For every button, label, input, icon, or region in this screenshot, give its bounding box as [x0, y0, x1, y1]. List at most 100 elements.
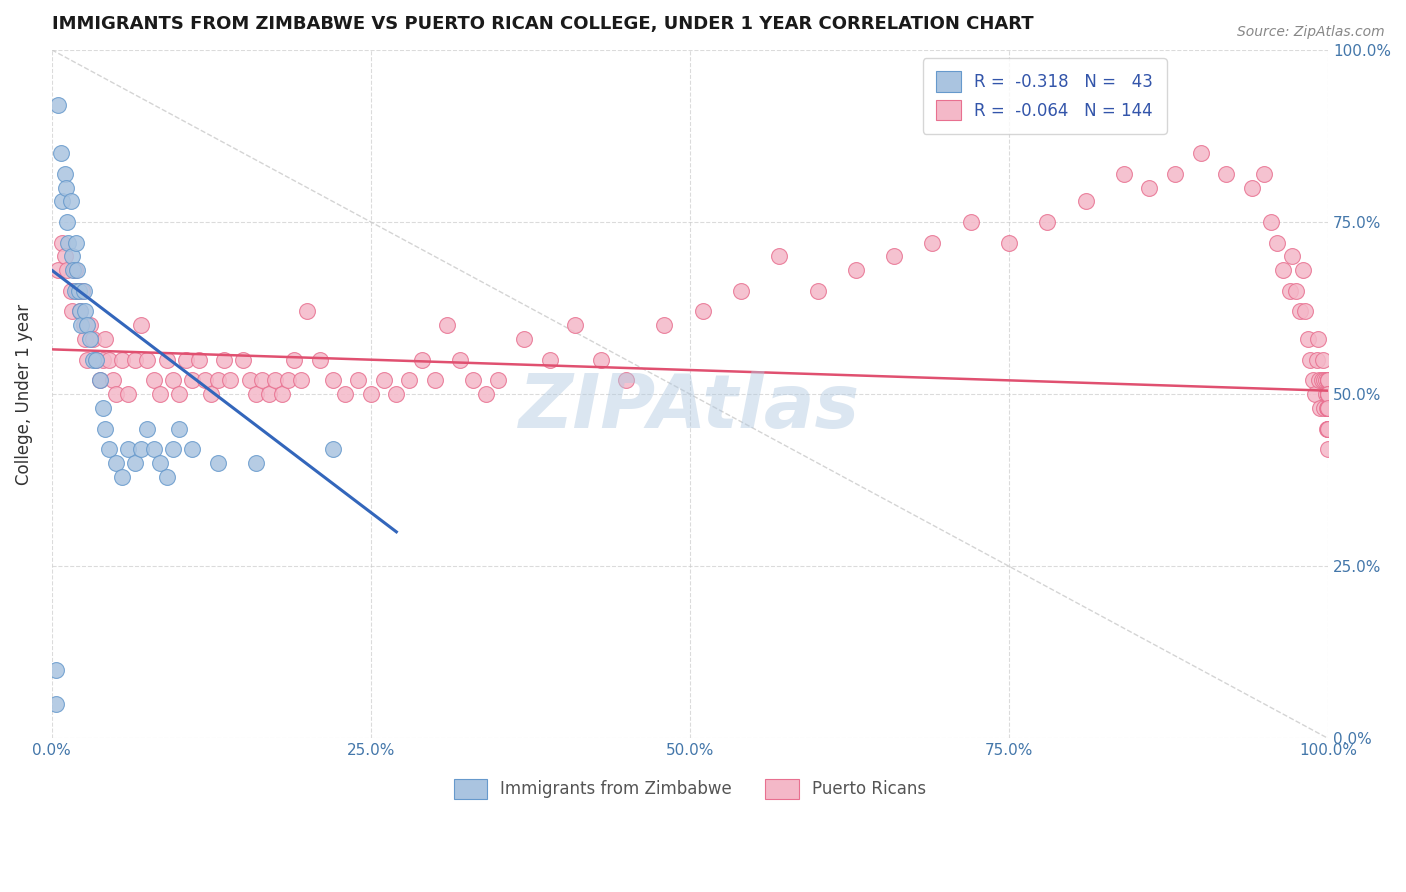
Point — [1317, 401, 1340, 415]
Point — [94, 421, 117, 435]
Point — [1291, 263, 1313, 277]
Point — [49, 146, 72, 161]
Point — [169, 387, 191, 401]
Point — [1308, 373, 1330, 387]
Point — [60, 249, 83, 263]
Point — [1281, 249, 1303, 263]
Point — [1240, 180, 1263, 194]
Point — [136, 352, 159, 367]
Point — [1317, 387, 1340, 401]
Point — [129, 442, 152, 457]
Point — [436, 318, 458, 333]
Point — [1285, 284, 1308, 298]
Point — [538, 352, 561, 367]
Text: Source: ZipAtlas.com: Source: ZipAtlas.com — [1237, 25, 1385, 39]
Point — [564, 318, 586, 333]
Point — [1317, 373, 1340, 387]
Point — [1317, 401, 1340, 415]
Point — [1260, 215, 1282, 229]
Point — [488, 373, 510, 387]
Point — [1316, 421, 1339, 435]
Point — [1265, 235, 1288, 250]
Point — [283, 352, 305, 367]
Point — [768, 249, 790, 263]
Point — [264, 373, 287, 387]
Point — [1302, 373, 1324, 387]
Point — [1315, 387, 1337, 401]
Point — [1074, 194, 1097, 209]
Point — [162, 442, 184, 457]
Point — [89, 373, 111, 387]
Point — [1317, 442, 1340, 457]
Point — [474, 387, 496, 401]
Point — [181, 442, 204, 457]
Point — [1305, 387, 1327, 401]
Point — [169, 421, 191, 435]
Point — [73, 318, 96, 333]
Point — [270, 387, 292, 401]
Point — [1317, 401, 1340, 415]
Point — [398, 373, 420, 387]
Point — [79, 332, 101, 346]
Point — [111, 352, 134, 367]
Point — [1317, 387, 1340, 401]
Point — [181, 373, 204, 387]
Point — [66, 284, 89, 298]
Point — [513, 332, 536, 346]
Point — [56, 215, 79, 229]
Point — [322, 442, 344, 457]
Point — [461, 373, 484, 387]
Point — [91, 352, 114, 367]
Point — [73, 284, 96, 298]
Point — [1139, 180, 1161, 194]
Point — [1272, 263, 1295, 277]
Point — [51, 194, 73, 209]
Point — [360, 387, 382, 401]
Point — [82, 332, 104, 346]
Point — [1316, 401, 1339, 415]
Point — [156, 352, 179, 367]
Point — [1315, 373, 1337, 387]
Point — [104, 456, 127, 470]
Point — [806, 284, 828, 298]
Point — [91, 401, 114, 415]
Point — [56, 263, 79, 277]
Point — [76, 318, 98, 333]
Point — [257, 387, 280, 401]
Point — [94, 332, 117, 346]
Point — [149, 456, 172, 470]
Point — [45, 697, 67, 711]
Point — [1313, 401, 1336, 415]
Point — [58, 235, 80, 250]
Point — [245, 456, 267, 470]
Point — [1306, 332, 1329, 346]
Point — [53, 167, 76, 181]
Point — [1309, 401, 1331, 415]
Point — [730, 284, 752, 298]
Point — [245, 387, 267, 401]
Text: ZIPAtlas: ZIPAtlas — [519, 371, 860, 444]
Point — [101, 373, 124, 387]
Point — [70, 318, 93, 333]
Point — [1294, 304, 1316, 318]
Point — [998, 235, 1021, 250]
Point — [411, 352, 433, 367]
Point — [69, 304, 91, 318]
Point — [335, 387, 357, 401]
Text: IMMIGRANTS FROM ZIMBABWE VS PUERTO RICAN COLLEGE, UNDER 1 YEAR CORRELATION CHART: IMMIGRANTS FROM ZIMBABWE VS PUERTO RICAN… — [52, 15, 1033, 33]
Point — [86, 352, 108, 367]
Point — [1164, 167, 1187, 181]
Point — [1296, 332, 1319, 346]
Point — [59, 194, 82, 209]
Point — [883, 249, 905, 263]
Point — [959, 215, 981, 229]
Point — [1317, 401, 1340, 415]
Point — [1317, 421, 1340, 435]
Point — [136, 421, 159, 435]
Point — [98, 442, 121, 457]
Point — [1317, 401, 1340, 415]
Point — [65, 235, 87, 250]
Point — [72, 284, 94, 298]
Point — [449, 352, 471, 367]
Point — [69, 304, 91, 318]
